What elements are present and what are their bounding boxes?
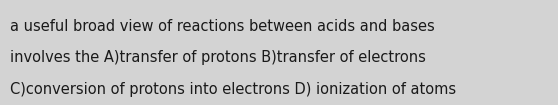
Text: C)conversion of protons into electrons D) ionization of atoms: C)conversion of protons into electrons D… [10, 82, 456, 97]
Text: a useful broad view of reactions between acids and bases: a useful broad view of reactions between… [10, 19, 435, 34]
Text: involves the A)transfer of protons B)transfer of electrons: involves the A)transfer of protons B)tra… [10, 50, 426, 65]
